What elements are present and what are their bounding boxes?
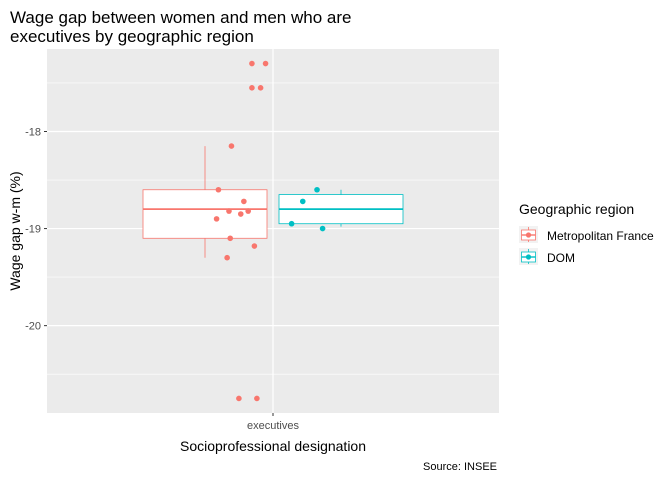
data-point bbox=[251, 243, 258, 249]
legend-key-point bbox=[525, 254, 532, 260]
y-axis-label: Wage gap w-m (%) bbox=[7, 171, 23, 290]
box-iqr bbox=[142, 189, 268, 239]
data-point bbox=[314, 186, 320, 193]
data-point bbox=[299, 198, 306, 205]
data-point bbox=[237, 211, 244, 217]
legend-keys bbox=[519, 226, 538, 265]
legend: Geographic region Metropolitan France DO… bbox=[519, 201, 654, 265]
data-point bbox=[227, 235, 234, 242]
legend-title: Geographic region bbox=[519, 201, 634, 217]
x-tick-label: executives bbox=[247, 420, 299, 432]
chart-title-line-2: executives by geographic region bbox=[10, 27, 254, 46]
data-point bbox=[228, 143, 235, 149]
boxplot-metropolitan-france bbox=[142, 146, 268, 258]
legend-label-dom: DOM bbox=[547, 251, 575, 265]
point-layer bbox=[213, 60, 326, 402]
x-axis-ticks: executives bbox=[247, 413, 299, 432]
data-point bbox=[257, 85, 264, 91]
legend-label-metropolitan-france: Metropolitan France bbox=[547, 229, 654, 243]
data-point bbox=[288, 220, 295, 227]
y-tick-label: -18 bbox=[25, 127, 41, 139]
data-point bbox=[249, 85, 255, 91]
x-axis-label: Socioprofessional designation bbox=[180, 438, 366, 454]
chart-title-line-1: Wage gap between women and men who are bbox=[10, 8, 351, 27]
data-point bbox=[319, 225, 326, 232]
legend-key-dom bbox=[519, 248, 538, 265]
data-point bbox=[226, 208, 232, 214]
data-point bbox=[236, 395, 242, 402]
boxplot-dom bbox=[278, 189, 404, 227]
y-tick-label: -20 bbox=[25, 321, 41, 333]
grid-layer bbox=[47, 49, 499, 413]
data-point bbox=[245, 208, 251, 214]
y-axis-ticks: -20 -19 -18 bbox=[25, 127, 47, 333]
data-point bbox=[249, 60, 255, 67]
data-point bbox=[213, 216, 220, 222]
box-layer bbox=[142, 146, 404, 258]
y-tick-label: -19 bbox=[25, 224, 41, 236]
chart-caption: Source: INSEE bbox=[423, 461, 497, 473]
legend-key-metropolitan-france bbox=[519, 226, 538, 243]
data-point bbox=[254, 395, 260, 402]
data-point bbox=[215, 186, 222, 193]
legend-key-point bbox=[525, 232, 532, 238]
data-point bbox=[262, 60, 269, 67]
data-point bbox=[241, 198, 247, 205]
data-point bbox=[224, 254, 230, 261]
